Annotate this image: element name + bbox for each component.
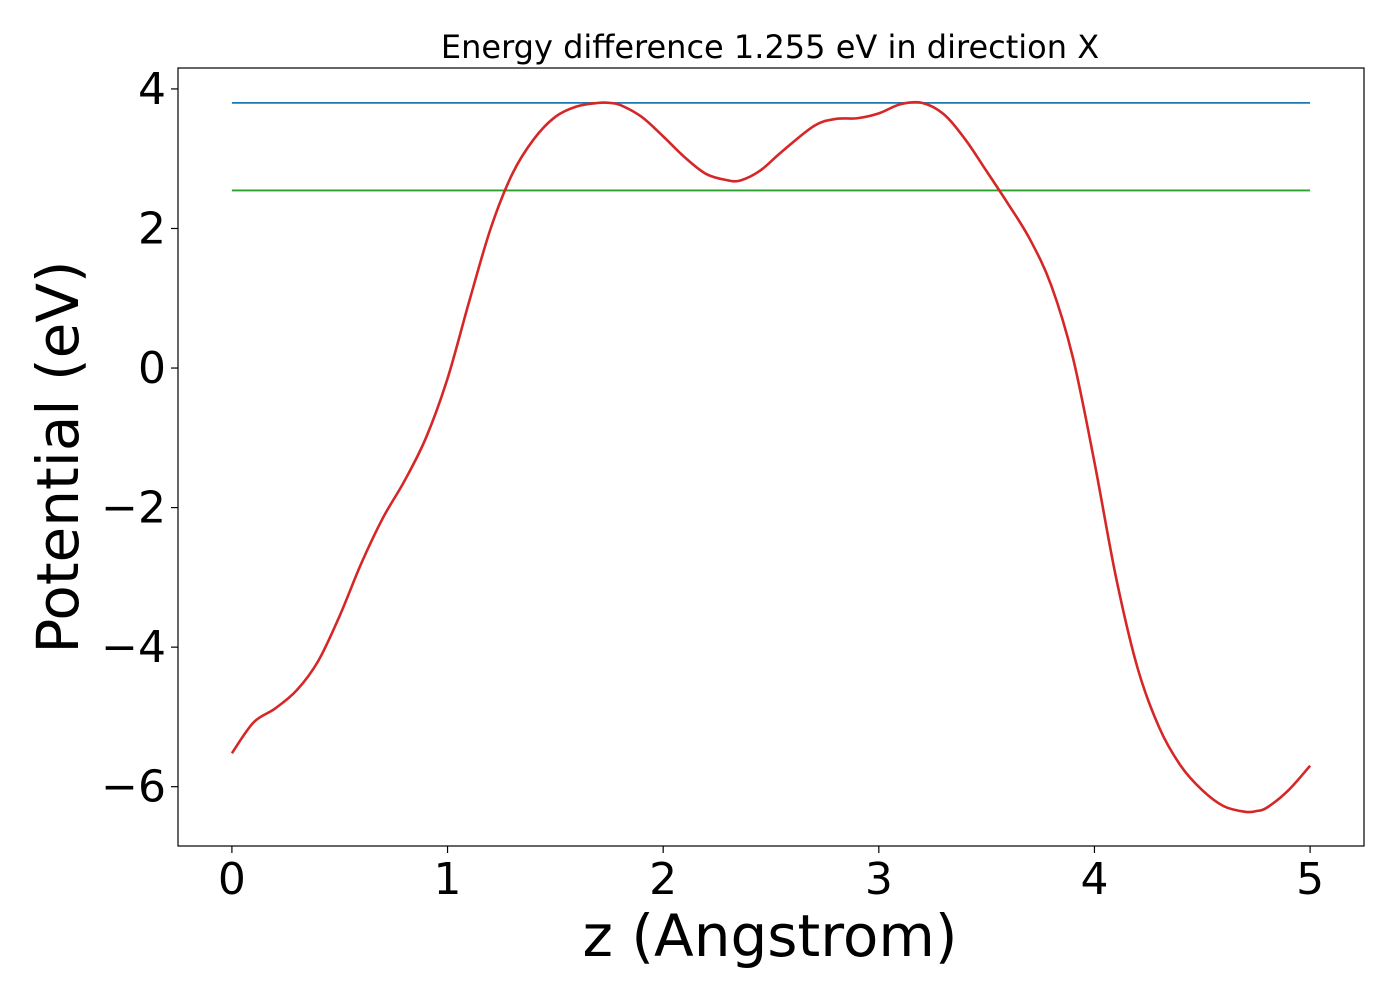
x-tick-label: 0 — [218, 854, 246, 905]
y-tick-label: −2 — [101, 483, 166, 534]
x-axis-label: z (Angstrom) — [583, 902, 958, 970]
y-tick-label: 2 — [138, 203, 166, 254]
series-layer — [230, 100, 1312, 814]
x-tick-label: 4 — [1080, 854, 1108, 905]
y-axis: −6 −4 −2 0 2 4 — [101, 64, 178, 813]
x-tick-label: 5 — [1296, 854, 1324, 905]
x-tick-label: 2 — [649, 854, 677, 905]
x-tick-label: 1 — [434, 854, 462, 905]
chart-title: Energy difference 1.255 eV in direction … — [441, 28, 1099, 66]
y-tick-label: −6 — [101, 762, 166, 813]
plot-frame — [177, 67, 1365, 847]
y-tick-label: 0 — [138, 343, 166, 394]
x-tick-label: 3 — [865, 854, 893, 905]
x-axis: 0 1 2 3 4 5 — [218, 846, 1324, 905]
y-tick-label: 4 — [138, 64, 166, 115]
y-axis-label: Potential (eV) — [24, 260, 92, 653]
y-tick-label: −4 — [101, 622, 166, 673]
series-line-potential — [230, 100, 1312, 814]
